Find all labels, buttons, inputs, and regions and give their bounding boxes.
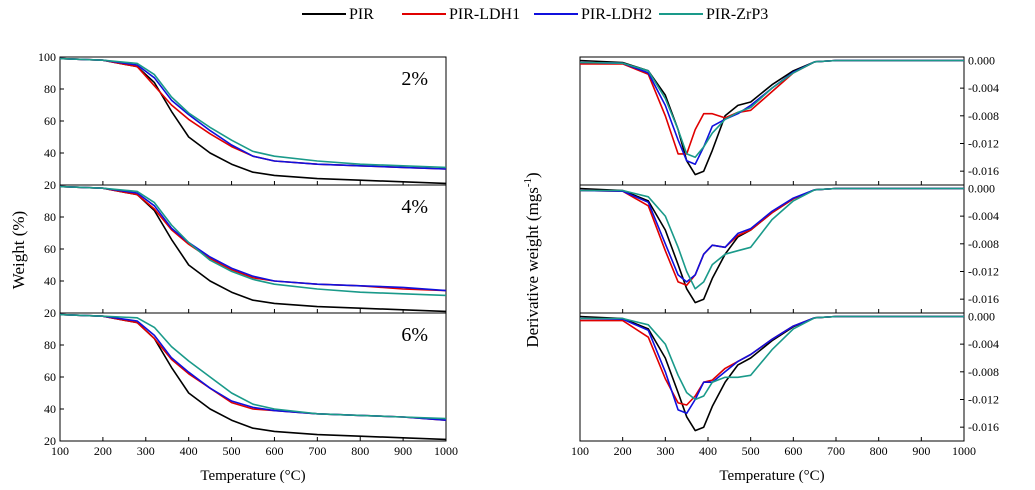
y-tick-label: 0.000	[968, 309, 995, 323]
x-tick-label: 900	[394, 444, 412, 458]
series-line-pir-zrp3	[579, 59, 964, 159]
x-tick-label: 300	[137, 444, 155, 458]
legend-label: PIR	[349, 6, 374, 23]
subplot-label: 2%	[401, 68, 428, 90]
right-subplot-3: 0.000 -0.004 -0.008 -0.012 -0.016 100 200 300 40…	[571, 309, 999, 458]
right-y-axis-label-main: Derivative weight (mgs	[523, 187, 542, 348]
legend-label: PIR-LDH2	[581, 6, 652, 23]
x-tick-label: 1000	[952, 444, 976, 458]
left-subplot-2: 20 40 60 80 4%	[44, 184, 447, 320]
left-y-axis-label: Weight (%)	[9, 211, 28, 289]
x-tick-label: 700	[827, 444, 845, 458]
y-tick-label: -0.004	[968, 337, 999, 351]
subplot-label: 6%	[401, 324, 428, 346]
series-line-pir-zrp3	[580, 187, 964, 290]
x-tick-label: 300	[656, 444, 674, 458]
series-line-pir-ldh1	[59, 185, 447, 292]
series-line-pir-ldh1	[580, 59, 964, 155]
x-tick-label: 200	[94, 444, 112, 458]
y-tick-label: -0.016	[968, 420, 999, 434]
x-tick-label: 500	[742, 444, 760, 458]
y-tick-label: 60	[44, 242, 56, 256]
y-tick-label: 100	[38, 50, 56, 64]
x-tick-label: 900	[912, 444, 930, 458]
right-panel-derivative: 0.000 -0.004 -0.008 -0.012 -0.016 0.000 -0.004…	[571, 53, 999, 458]
left-panel-weight: 20 40 60 80 100 2% 20 40 60 80 4% 20 40 60 80 100 200 300…	[38, 50, 458, 458]
plot-frame	[579, 312, 965, 442]
y-tick-label: 20	[44, 434, 56, 448]
series-line-pir-ldh1	[580, 315, 964, 406]
legend-item-pir: PIR	[302, 6, 374, 23]
y-tick-label: 60	[44, 114, 56, 128]
y-tick-label: -0.004	[968, 209, 999, 223]
series-line-pir-ldh2	[579, 187, 964, 283]
right-y-axis-label: Derivative weight (mgs-1)	[522, 172, 542, 347]
x-tick-label: 800	[351, 444, 369, 458]
legend-item-pir-zrp3: PIR-ZrP3	[659, 6, 768, 23]
x-tick-label: 100	[51, 444, 69, 458]
y-tick-label: -0.016	[968, 292, 999, 306]
series-line-pir	[579, 59, 964, 176]
series-line-pir	[59, 313, 447, 441]
right-x-axis-label: Temperature (°C)	[719, 468, 824, 484]
x-tick-label: 700	[308, 444, 326, 458]
series-line-pir-ldh2	[579, 59, 964, 165]
x-tick-label: 400	[180, 444, 198, 458]
y-tick-label: -0.008	[968, 109, 999, 123]
x-tick-label: 200	[614, 444, 632, 458]
x-tick-label: 1000	[434, 444, 458, 458]
series-line-pir-zrp3	[59, 185, 447, 297]
legend-label: PIR-ZrP3	[706, 6, 768, 23]
x-tick-label: 100	[571, 444, 589, 458]
y-tick-label: -0.004	[968, 81, 999, 95]
left-subplot-3: 20 40 60 80 100 200 300 400 500 600 700 800 900 1000 6…	[44, 312, 458, 458]
legend: PIR PIR-LDH1 PIR-LDH2 PIR-ZrP3	[302, 6, 768, 23]
y-tick-label: 40	[44, 146, 56, 160]
right-y-axis-label-end: )	[523, 172, 542, 178]
x-tick-label: 600	[265, 444, 283, 458]
y-tick-label: -0.012	[968, 136, 999, 150]
plot-frame	[59, 312, 447, 442]
y-tick-label: -0.008	[968, 237, 999, 251]
legend-label: PIR-LDH1	[449, 6, 520, 23]
y-tick-label: 80	[44, 210, 56, 224]
x-tick-label: 500	[223, 444, 241, 458]
y-tick-label: -0.012	[968, 392, 999, 406]
series-line-pir-ldh1	[59, 57, 447, 170]
legend-item-pir-ldh1: PIR-LDH1	[402, 6, 520, 23]
plot-frame	[579, 56, 965, 186]
y-tick-label: -0.016	[968, 164, 999, 178]
y-tick-label: 0.000	[968, 181, 995, 195]
series-line-pir-zrp3	[59, 313, 447, 420]
y-tick-label: 60	[44, 370, 56, 384]
series-line-pir-zrp3	[580, 315, 964, 401]
y-tick-label: 20	[44, 306, 56, 320]
y-tick-label: 80	[44, 338, 56, 352]
right-subplot-2: 0.000 -0.004 -0.008 -0.012 -0.016	[579, 181, 999, 314]
x-tick-label: 600	[784, 444, 802, 458]
plot-frame	[579, 184, 965, 314]
y-tick-label: 0.000	[968, 53, 995, 67]
series-line-pir-ldh2	[59, 57, 447, 170]
right-y-axis-label-sup: -1	[522, 178, 534, 187]
legend-item-pir-ldh2: PIR-LDH2	[534, 6, 652, 23]
series-line-pir-ldh2	[59, 185, 447, 292]
series-line-pir	[579, 187, 964, 304]
series-line-pir	[579, 315, 964, 432]
series-line-pir-zrp3	[59, 57, 447, 169]
subplot-label: 4%	[401, 196, 428, 218]
y-tick-label: 40	[44, 274, 56, 288]
y-tick-label: 80	[44, 82, 56, 96]
series-line-pir-ldh1	[579, 187, 964, 287]
x-tick-label: 800	[870, 444, 888, 458]
y-tick-label: -0.012	[968, 264, 999, 278]
y-tick-label: -0.008	[968, 365, 999, 379]
y-tick-label: 40	[44, 402, 56, 416]
x-tick-label: 400	[699, 444, 717, 458]
left-x-axis-label: Temperature (°C)	[200, 468, 305, 484]
right-subplot-1: 0.000 -0.004 -0.008 -0.012 -0.016	[579, 53, 999, 186]
left-subplot-1: 20 40 60 80 100 2%	[38, 50, 447, 192]
y-tick-label: 20	[44, 178, 56, 192]
